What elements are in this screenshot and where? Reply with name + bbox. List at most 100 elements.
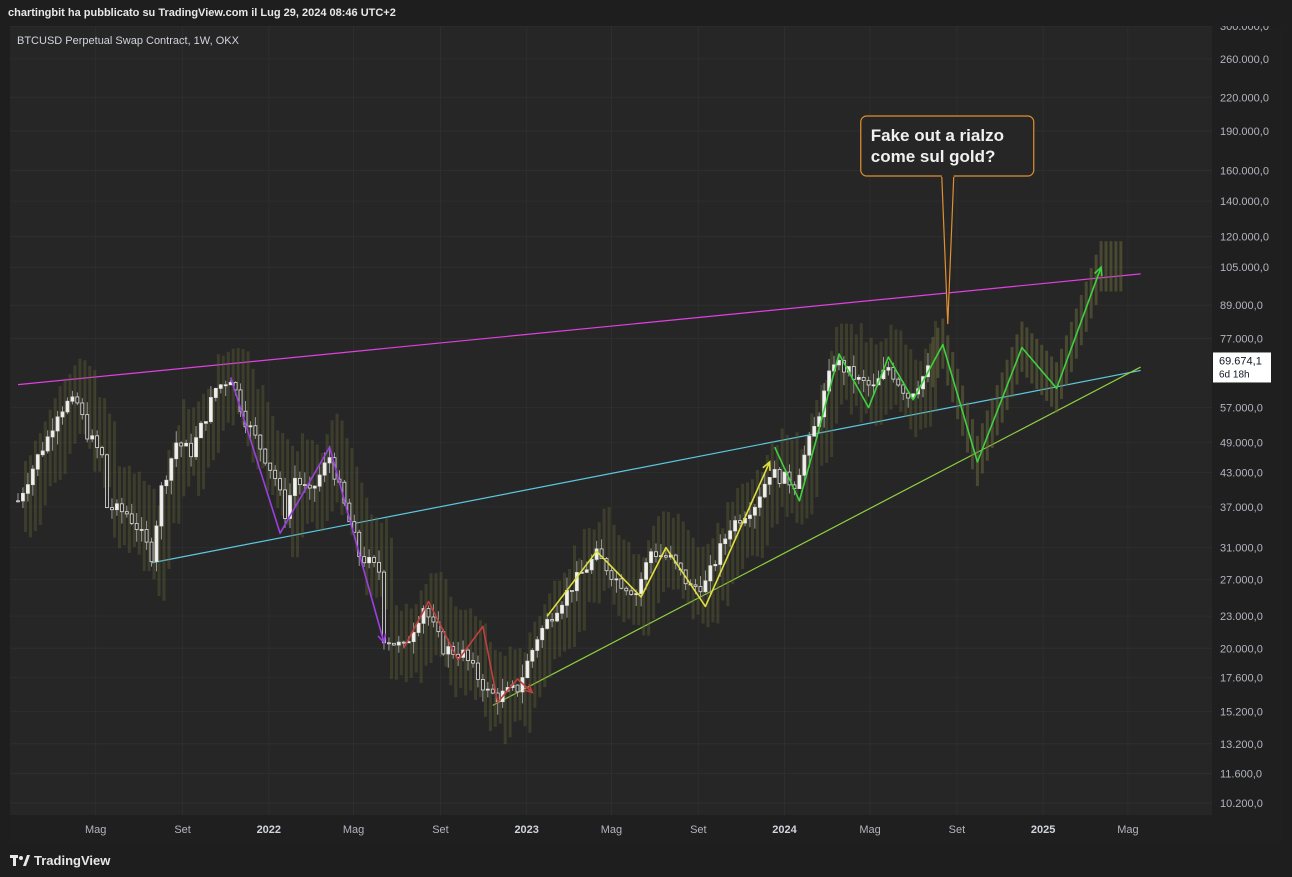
candle [159, 485, 164, 527]
ghost-bar [310, 440, 314, 523]
price-tick-label: 37.000,0 [1220, 502, 1263, 514]
candle [115, 503, 119, 511]
candles [16, 241, 1123, 745]
price-tick-label: 15.200,0 [1220, 706, 1263, 718]
ghost-bar [83, 360, 87, 435]
price-tick-label: 300.000,0 [1220, 26, 1269, 33]
candle [762, 483, 767, 498]
candle [614, 578, 619, 581]
candle [302, 484, 307, 487]
ghost-bar [350, 447, 354, 536]
ghost-bar [681, 521, 685, 599]
candle [752, 506, 757, 516]
trend-lines [17, 273, 1141, 706]
ghost-bar [157, 505, 161, 597]
price-tick-label: 220.000,0 [1220, 92, 1269, 104]
ghost-bar [924, 348, 928, 428]
candle [154, 525, 159, 563]
price-tick-label: 260.000,0 [1220, 54, 1269, 66]
candle [574, 572, 579, 592]
ghost-bar [226, 351, 230, 423]
ghost-bar [795, 432, 799, 523]
candle [901, 384, 906, 394]
candle [466, 649, 470, 661]
ghost-bar [780, 428, 784, 507]
ghost-bar [568, 569, 572, 649]
candle [535, 639, 540, 651]
ghost-bar [182, 399, 186, 497]
current-price-label: 69.674,1 6d 18h [1213, 352, 1271, 383]
candle [391, 642, 396, 646]
callout-box[interactable] [860, 115, 1035, 177]
ghost-bar [246, 351, 250, 447]
candle [293, 477, 297, 496]
candle [297, 477, 302, 486]
annotation[interactable]: Fake out a rialzo come sul gold? [860, 115, 1035, 325]
ghost-bar [271, 415, 275, 496]
candle [441, 631, 446, 655]
price-axis[interactable]: 10.200,0 11.600,0 13.200,0 15.200,0 17.600,0… [1220, 21, 1269, 810]
time-tick-label: Mag [343, 824, 364, 836]
candle [584, 569, 589, 573]
candle [401, 641, 406, 644]
candle [891, 367, 896, 380]
ghost-bar [805, 436, 809, 519]
time-axis[interactable]: Mag Set 2022 Mag Set 2023 Mag Set 2024 Mag Set 2025… [85, 824, 1139, 836]
chart-panel[interactable]: Fake out a rialzo come sul gold? 10.200,0… [10, 21, 1282, 844]
ghost-bar [216, 354, 220, 453]
ghost-bar [320, 453, 324, 532]
ghost-bar [449, 596, 453, 686]
price-tick-label: 31.000,0 [1220, 543, 1263, 555]
ghost-bar [132, 473, 136, 547]
candle [129, 513, 134, 524]
price-tick-label: 27.000,0 [1220, 574, 1263, 586]
time-axis-bg[interactable] [10, 815, 1282, 844]
ghost-bar [864, 342, 868, 414]
ghost-bar [389, 537, 393, 679]
price-tick-label: 13.200,0 [1220, 739, 1263, 751]
candle [70, 396, 75, 402]
candle [387, 642, 391, 645]
ghost-bar [305, 439, 309, 524]
price-tick-label: 140.000,0 [1220, 196, 1269, 208]
candle [703, 580, 708, 593]
price-tick-label: 17.600,0 [1220, 673, 1263, 685]
candle [757, 496, 762, 508]
ghost-bar [192, 407, 196, 476]
candle [525, 660, 530, 679]
ghost-bar [63, 378, 67, 474]
symbol-label: BTCUSD Perpetual Swap Contract, 1W, OKX [17, 35, 240, 47]
ghost-bar [869, 337, 873, 422]
candle [223, 384, 228, 387]
grid [10, 25, 1212, 815]
candle [515, 684, 520, 693]
time-tick-label: Set [949, 824, 966, 836]
ghost-bar [113, 421, 117, 538]
candle [352, 521, 357, 533]
candle [738, 520, 742, 524]
time-tick-label: 2025 [1031, 824, 1055, 836]
candle [307, 484, 312, 489]
candle [35, 454, 40, 470]
candle [21, 492, 25, 502]
ghost-bar [117, 466, 121, 549]
candle [322, 462, 327, 476]
ghost-bar [355, 466, 359, 552]
ghost-bar [770, 440, 774, 528]
candle [411, 632, 416, 643]
ghost-bar [716, 522, 720, 624]
tradingview-logo-icon [10, 854, 30, 866]
ghost-bar [38, 433, 42, 526]
tradingview-brand[interactable]: TradingView [10, 853, 110, 868]
candle [530, 649, 535, 662]
wave-arrowhead [377, 633, 387, 645]
ghost-bar [647, 540, 651, 636]
ghost-bar [543, 604, 547, 688]
ghost-bar [167, 449, 171, 569]
ghost-bar [919, 360, 923, 430]
ghost-bar [464, 609, 468, 696]
callout-joint [941, 174, 954, 177]
ghost-bar [666, 511, 670, 588]
price-chart[interactable]: Fake out a rialzo come sul gold? 10.200,0… [10, 21, 1282, 844]
price-axis-bg[interactable] [1212, 26, 1282, 844]
